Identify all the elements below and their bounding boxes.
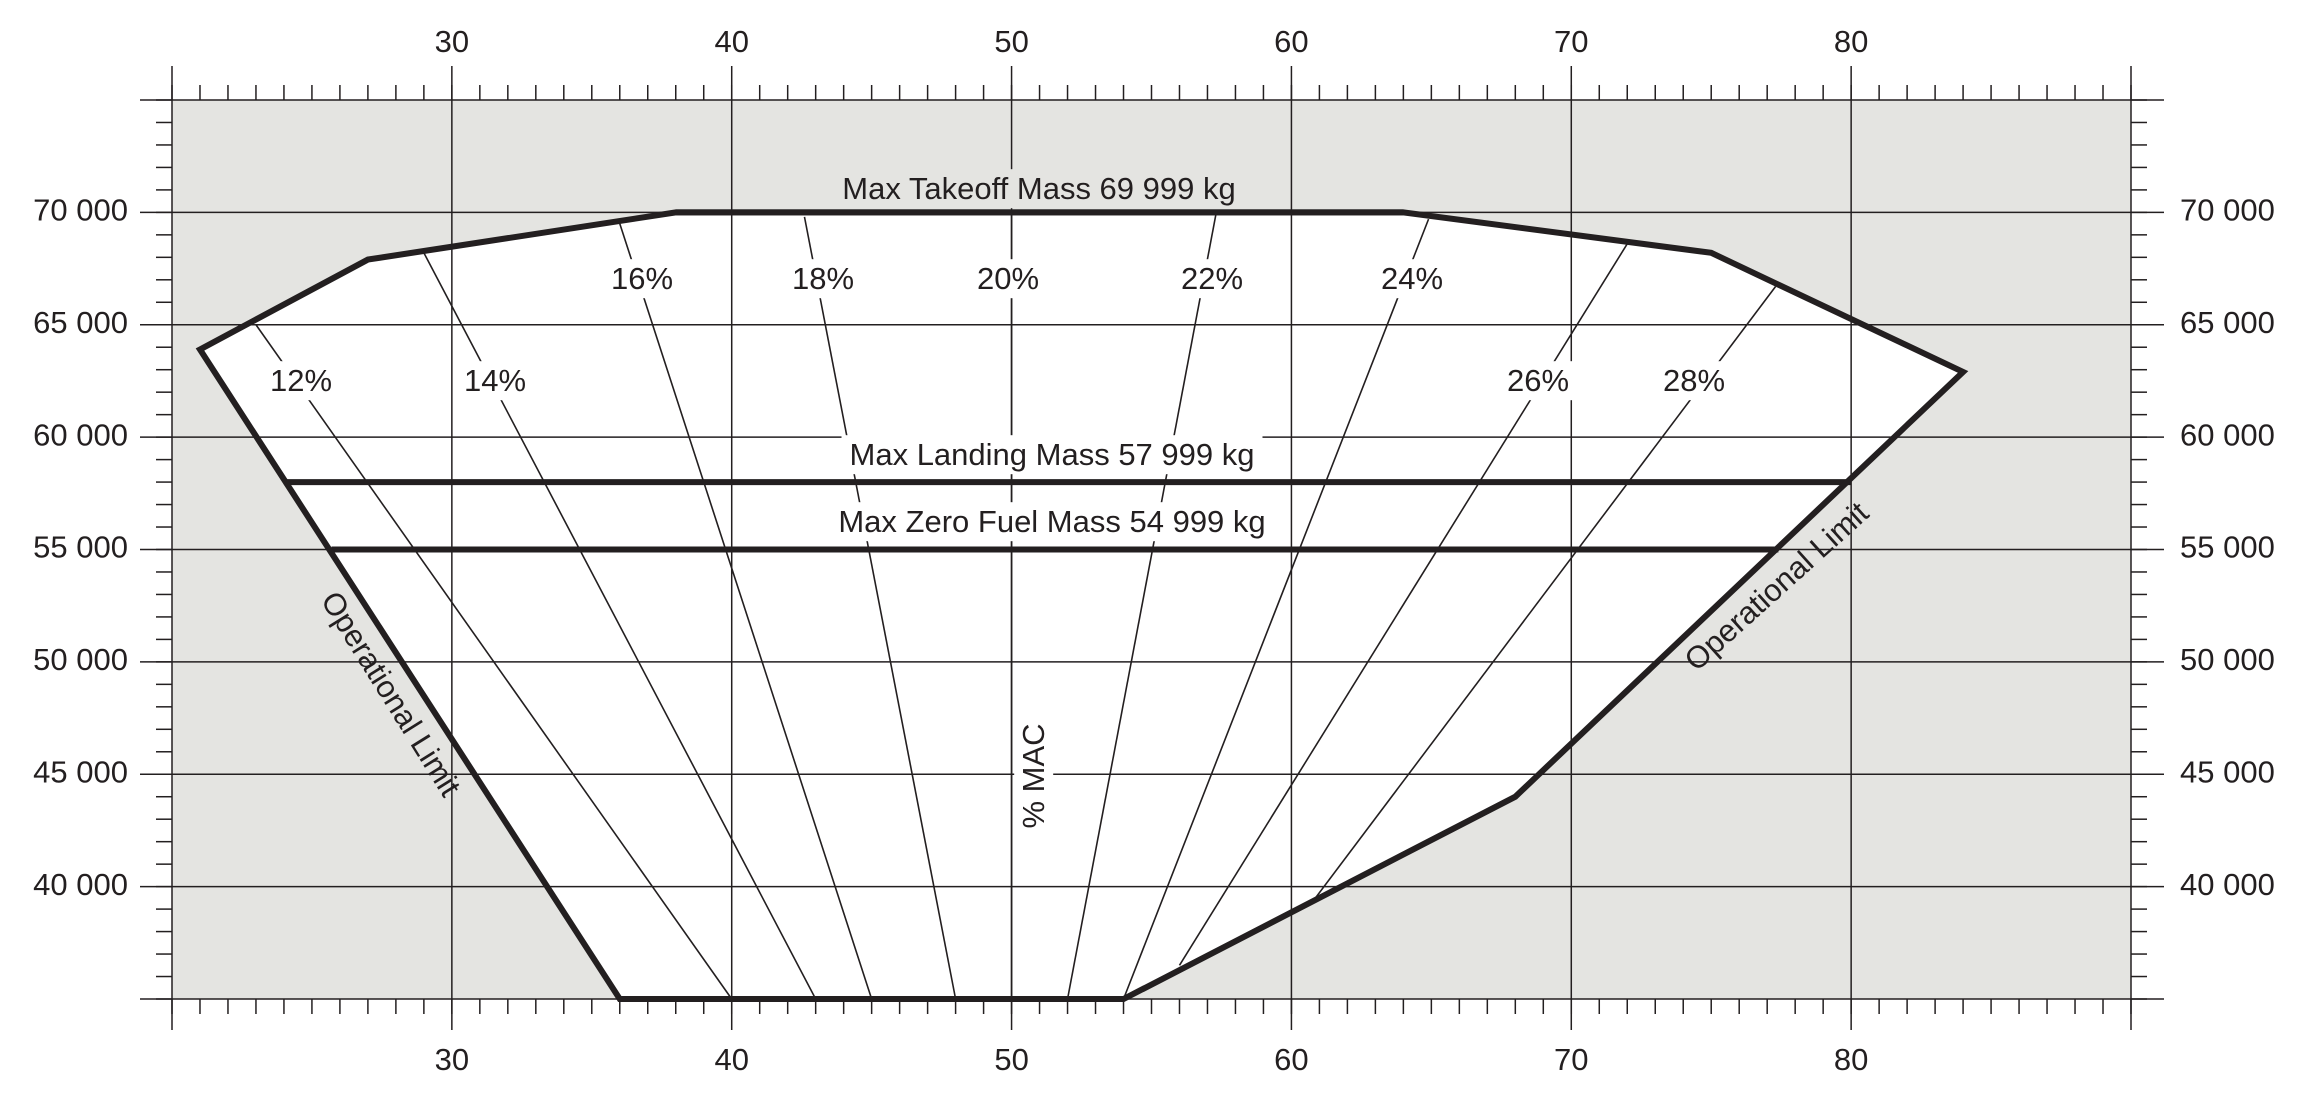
- mac-label: 28%: [1663, 363, 1725, 398]
- mac-label: 26%: [1507, 363, 1569, 398]
- mac-label-bg: [1498, 361, 1578, 401]
- mac-label-group: 20%: [968, 259, 1048, 299]
- mass-limit-label-bg: [830, 502, 1274, 542]
- x-axis-label-group: % MAC: [1014, 715, 1054, 837]
- mac-label-group: 18%: [783, 259, 863, 299]
- y-tick-label: 60 000: [2180, 417, 2275, 452]
- mac-label-group: 22%: [1172, 259, 1252, 299]
- mass-limit-label: Max Landing Mass 57 999 kg: [850, 437, 1255, 472]
- y-tick-label: 45 000: [2180, 754, 2275, 789]
- mac-line: [1122, 218, 1430, 1000]
- mac-label-group: 26%: [1498, 361, 1578, 401]
- y-tick-label: 55 000: [33, 530, 128, 565]
- x-tick-label: 70: [1554, 1042, 1588, 1077]
- y-tick-label: 45 000: [33, 754, 128, 789]
- envelope-fill: [199, 212, 1964, 1000]
- x-tick-label: 70: [1554, 24, 1588, 59]
- mac-label-bg: [1372, 259, 1452, 299]
- x-axis-label-bg: [1014, 715, 1054, 837]
- mac-label-group: 24%: [1372, 259, 1452, 299]
- mac-line: [1066, 214, 1217, 1000]
- mac-label-bg: [1654, 361, 1734, 401]
- x-tick-label: 60: [1274, 1042, 1308, 1077]
- mac-label: 22%: [1181, 261, 1243, 296]
- y-tick-label: 40 000: [33, 867, 128, 902]
- y-tick-label: 70 000: [2180, 193, 2275, 228]
- x-tick-label: 40: [714, 24, 748, 59]
- mass-limit-label-bg: [834, 169, 1244, 209]
- y-tick-label: 65 000: [2180, 305, 2275, 340]
- mac-label-group: 14%: [455, 361, 535, 401]
- x-tick-label: 60: [1274, 24, 1308, 59]
- mass-limit-label: Max Takeoff Mass 69 999 kg: [842, 171, 1235, 206]
- mass-limit-label-group: Max Landing Mass 57 999 kg: [841, 435, 1263, 475]
- mass-limit-label-group: Max Takeoff Mass 69 999 kg: [834, 169, 1244, 209]
- mass-limit-label-group: Max Zero Fuel Mass 54 999 kg: [830, 502, 1274, 542]
- mac-line: [803, 216, 957, 1000]
- x-tick-label: 40: [714, 1042, 748, 1077]
- x-tick-label: 80: [1834, 1042, 1868, 1077]
- mac-line: [619, 223, 873, 1000]
- mac-label-bg: [455, 361, 535, 401]
- mac-label: 18%: [792, 261, 854, 296]
- mac-label: 12%: [270, 363, 332, 398]
- x-tick-label: 30: [435, 1042, 469, 1077]
- y-tick-label: 70 000: [33, 193, 128, 228]
- y-tick-label: 50 000: [33, 642, 128, 677]
- x-tick-label: 30: [435, 24, 469, 59]
- x-tick-label: 50: [994, 24, 1028, 59]
- mac-label: 24%: [1381, 261, 1443, 296]
- mac-label: 14%: [464, 363, 526, 398]
- mac-label-group: 16%: [602, 259, 682, 299]
- x-tick-label: 80: [1834, 24, 1868, 59]
- x-axis-label: % MAC: [1016, 723, 1051, 828]
- mac-label-bg: [783, 259, 863, 299]
- mac-label-group: 28%: [1654, 361, 1734, 401]
- mac-label-bg: [1172, 259, 1252, 299]
- x-tick-label: 50: [994, 1042, 1028, 1077]
- mac-label: 20%: [977, 261, 1039, 296]
- y-tick-label: 65 000: [33, 305, 128, 340]
- mac-label: 16%: [611, 261, 673, 296]
- y-tick-label: 40 000: [2180, 867, 2275, 902]
- y-tick-label: 60 000: [33, 417, 128, 452]
- mac-line: [255, 324, 733, 1000]
- mac-label-group: 12%: [261, 361, 341, 401]
- mac-label-bg: [602, 259, 682, 299]
- mass-limit-label-bg: [841, 435, 1263, 475]
- y-tick-label: 50 000: [2180, 642, 2275, 677]
- mac-label-bg: [261, 361, 341, 401]
- mac-label-bg: [968, 259, 1048, 299]
- mass-limit-label: Max Zero Fuel Mass 54 999 kg: [838, 504, 1265, 539]
- y-tick-label: 55 000: [2180, 530, 2275, 565]
- envelope-outline: [195, 209, 1969, 1002]
